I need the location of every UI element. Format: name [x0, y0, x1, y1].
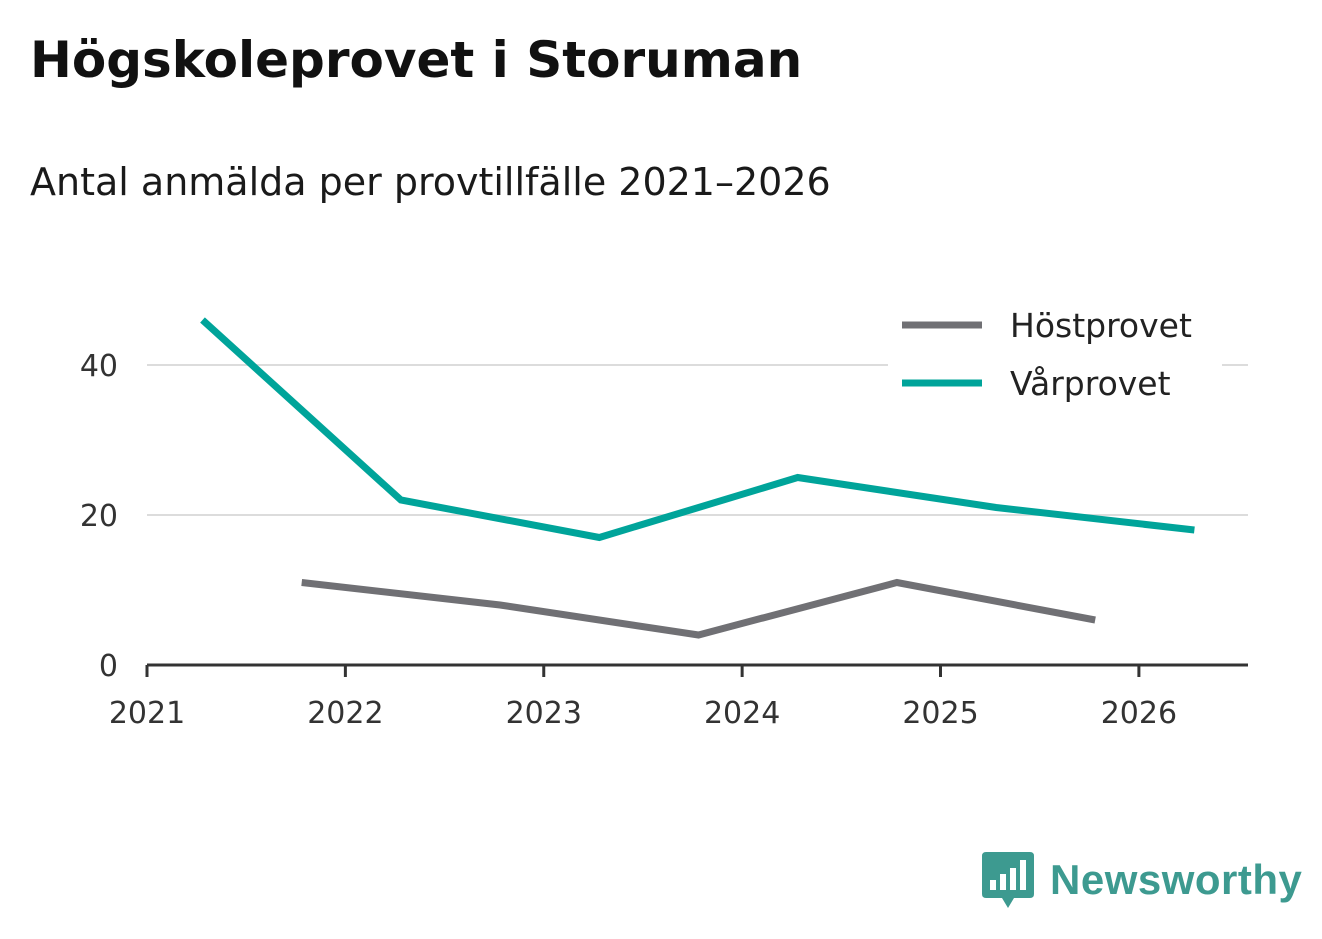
brand-name: Newsworthy: [1050, 856, 1303, 903]
series-line-1: [200, 317, 1195, 542]
y-tick-label-40: 40: [80, 349, 118, 384]
legend-background: [888, 296, 1222, 418]
x-tick-label-2024: 2024: [704, 696, 780, 731]
x-tick-label-2022: 2022: [307, 696, 383, 731]
y-tick-label-0: 0: [99, 649, 118, 684]
x-axis: 2021 2022 2023 2024 2025 2026: [109, 663, 1248, 731]
newsworthy-logo-icon: [982, 852, 1034, 908]
legend-label-0: Höstprovet: [1010, 306, 1192, 345]
legend: Höstprovet Vårprovet: [888, 296, 1222, 418]
legend-label-1: Vårprovet: [1010, 364, 1171, 403]
series-line-0: [301, 578, 1096, 639]
series-lines: [200, 317, 1195, 639]
newsworthy-brand: Newsworthy: [980, 850, 1302, 910]
chart-title: Högskoleprovet i Storuman: [30, 31, 803, 89]
x-tick-label-2021: 2021: [109, 696, 185, 731]
x-tick-label-2025: 2025: [902, 696, 978, 731]
y-axis-ticks: 0 20 40: [80, 349, 118, 684]
y-tick-label-20: 20: [80, 499, 118, 534]
x-tick-label-2026: 2026: [1101, 696, 1177, 731]
chart-subtitle: Antal anmälda per provtillfälle 2021–202…: [30, 160, 831, 204]
x-tick-label-2023: 2023: [506, 696, 582, 731]
